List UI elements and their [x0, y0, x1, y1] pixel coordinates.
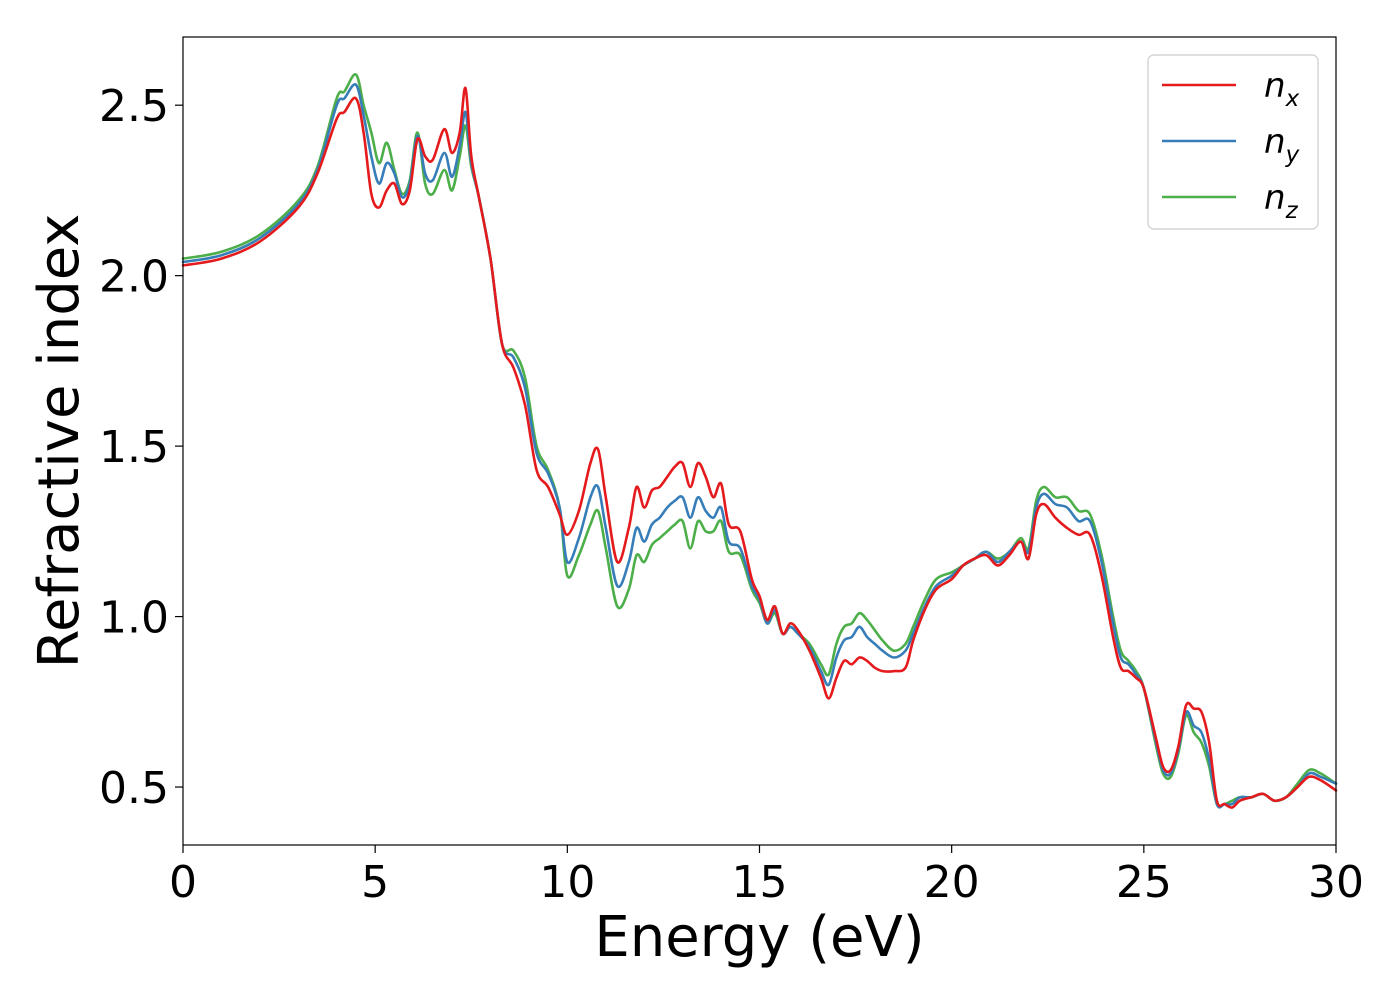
y-axis-ticks: 0.5 1.0 1.5 2.0 2.5: [99, 81, 183, 814]
y-tick-label: 2.5: [99, 81, 169, 132]
y-tick-label: 0.5: [99, 763, 169, 814]
x-tick-label: 20: [924, 857, 980, 908]
legend-label-subscript: x: [1285, 86, 1300, 112]
legend-label-subscript: z: [1285, 198, 1299, 224]
x-tick-label: 15: [732, 857, 788, 908]
legend-label-x: nx: [1264, 66, 1300, 112]
y-axis-title: Refractive index: [27, 214, 92, 669]
series-layer: [181, 73, 1338, 809]
y-tick-label: 1.0: [99, 593, 169, 644]
legend-label-y: ny: [1264, 122, 1300, 168]
legend-label-subscript: y: [1285, 142, 1300, 168]
x-tick-label: 5: [361, 857, 389, 908]
x-tick-label: 30: [1308, 857, 1364, 908]
x-tick-label: 0: [169, 857, 197, 908]
legend-label-z: nz: [1264, 178, 1299, 224]
legend-label-main: n: [1264, 66, 1286, 106]
series-line-x: [181, 86, 1338, 809]
legend-label-main: n: [1264, 122, 1286, 162]
x-tick-label: 25: [1116, 857, 1172, 908]
x-tick-label: 10: [539, 857, 595, 908]
x-axis-title: Energy (eV): [594, 905, 924, 970]
y-tick-label: 2.0: [99, 252, 169, 303]
legend-label-main: n: [1264, 178, 1286, 218]
y-tick-label: 1.5: [99, 422, 169, 473]
x-axis-ticks: 0 5 10 15 20 25 30: [169, 845, 1364, 908]
